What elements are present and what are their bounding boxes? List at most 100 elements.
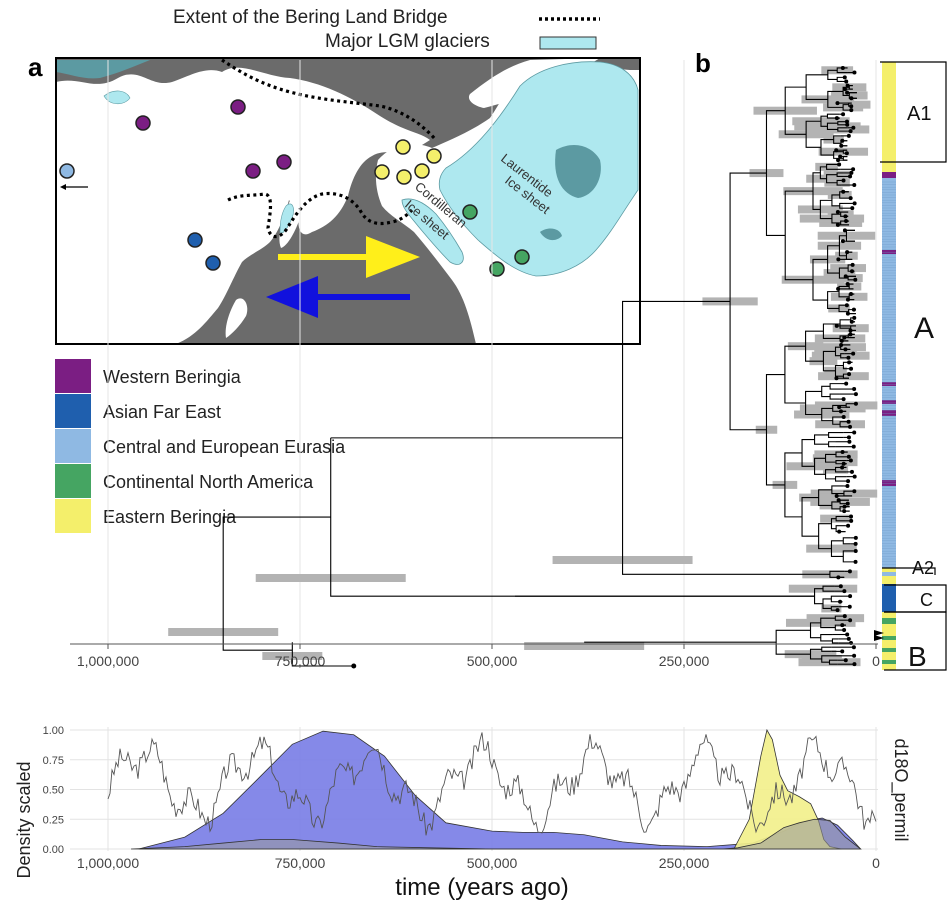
tree-tip [852,489,857,494]
tree-tip [845,83,850,88]
tree-tip [841,178,846,183]
sample-pointer-arrowhead [60,184,66,190]
tree-tip [838,584,843,589]
tree-tip [841,397,846,402]
tree-branch [832,416,841,425]
tree-tip [834,493,839,498]
tree-branch [820,617,836,629]
tree-tip [852,387,857,392]
tree-branch [830,540,844,557]
density-y-tick-label: 0.25 [43,814,64,826]
tree-tip [845,297,850,302]
tree-tip [847,604,852,609]
tip-pointer-arrow [874,630,884,636]
tree-tip [840,649,845,654]
tree-tip [845,122,850,127]
tree-branch [765,374,785,486]
tip-colour-segment [882,636,896,640]
tree-branch [836,179,842,186]
tree-tip [842,87,847,92]
tree-tip [845,282,850,287]
tree-tip [845,250,850,255]
eastward-migration-arrowhead [366,236,420,278]
tree-tip [848,196,853,201]
tree-branch [842,373,849,379]
tree-tip [845,501,850,506]
tree-tip [837,162,842,167]
tree-branch [805,390,822,416]
tree-tip [848,129,853,134]
tree-tip [845,483,850,488]
tree-tip [851,167,856,172]
density-y-ticks: 0.00 0.25 0.50 0.75 1.00 [43,725,64,856]
tree-branch [822,585,835,592]
tree-branch [784,190,813,281]
tree-x-tick-label: 1,000,000 [77,653,139,669]
tip-colour-segment [882,584,896,612]
tree-tip [836,257,841,262]
tree-tips [351,65,858,669]
tree-tip [849,269,854,274]
legend-swatch-asian-far-east [55,394,91,428]
tree-tip [853,401,858,406]
tree-tip [848,174,853,179]
tree-branch [826,163,841,170]
clade-b-label: B [908,641,927,672]
tree-tip [842,589,847,594]
tree-tip [842,75,847,80]
eurasia-landmass [56,67,430,344]
tree-tip [838,409,843,414]
tree-tip [847,439,852,444]
sample-point-western-beringia [245,163,261,179]
density-y-tick-label: 1.00 [43,725,64,737]
tree-tip [853,559,858,564]
tip-colour-segment [882,386,896,400]
tree-branch [830,595,843,603]
sample-points [59,99,530,277]
legend-label-asian-far-east: Asian Far East [103,402,221,422]
tree-tip [849,108,854,113]
tree-tip [840,138,845,143]
tree-tip [844,151,849,156]
sample-point-asian-far-east [187,232,203,248]
tree-branch [330,437,815,597]
tree-tip [847,372,852,377]
tip-colour-strip [882,62,896,670]
tip-colour-segment [882,404,896,410]
sample-point-western-beringia [230,99,246,115]
tree-tip [842,504,847,509]
legend-label-western-beringia: Western Beringia [103,367,242,387]
tree-tip [835,101,840,106]
tree-tip [839,342,844,347]
tree-branch [828,441,836,448]
tree-branch [822,350,836,372]
density-y-tick-label: 0.50 [43,785,64,797]
tree-tip [840,65,845,70]
top-legend: Extent of the Bering Land Bridge Major L… [173,7,600,52]
clade-a-label: A [914,312,934,345]
tree-branch [831,194,840,207]
sample-point-eastern-beringia [396,169,412,185]
density-y-label: Density scaled [14,761,34,878]
laurentide-ice-sheet [438,61,639,277]
tree-tip [849,96,854,101]
tree-tip [853,277,858,282]
arctic-glacier-patch [56,60,150,79]
tip-colour-segment [882,660,896,664]
tree-tip [836,498,841,503]
tree-tip [847,360,852,365]
tree-branch [784,345,806,404]
region-legend: Western Beringia Asian Far East Central … [55,359,346,533]
density-area-purple [138,730,862,850]
tree-tip [834,323,839,328]
tree-branch [801,497,819,537]
tree-tip [841,189,846,194]
tree-tip [853,541,858,546]
tree-branch [822,323,841,339]
tree-tip [852,653,857,658]
sample-point-central-eurasia [59,163,75,179]
tree-branch [828,431,844,438]
tree-tip [835,222,840,227]
tree-tip [850,262,855,267]
sample-point-western-beringia [135,115,151,131]
